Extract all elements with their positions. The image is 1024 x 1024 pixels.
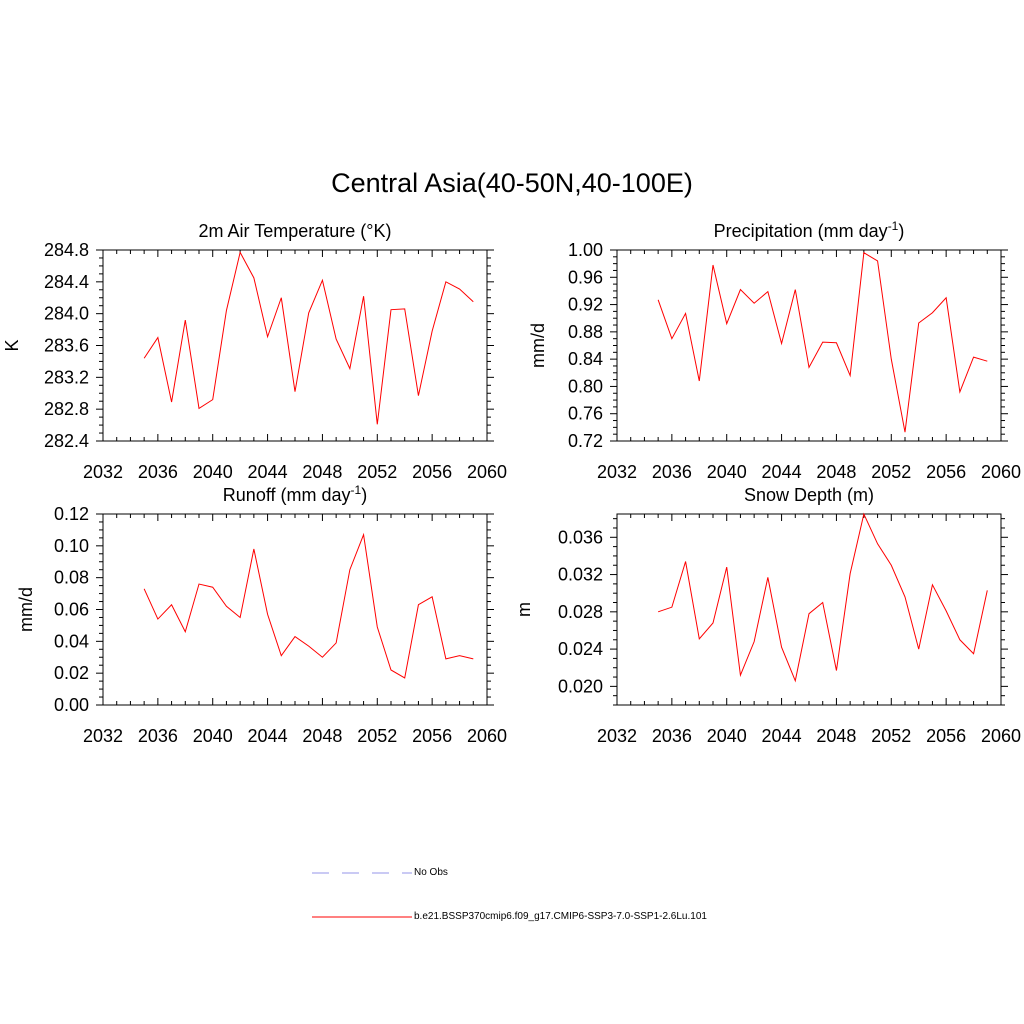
panel1-y-tick-label: 282.8 bbox=[44, 399, 89, 419]
panel3-subplot-title: Runoff (mm day-1) bbox=[223, 483, 367, 505]
panel4-y-tick-label: 0.036 bbox=[558, 527, 603, 547]
panel3-x-tick-label: 2032 bbox=[83, 726, 123, 746]
panel4-x-tick-label: 2040 bbox=[707, 726, 747, 746]
panel1-subplot-title: 2m Air Temperature (°K) bbox=[199, 221, 392, 241]
panel2-series-line-1 bbox=[657, 251, 988, 433]
panel2-y-tick-label: 0.92 bbox=[568, 295, 603, 315]
panel2-y-tick-label: 0.80 bbox=[568, 376, 603, 396]
panel2-y-tick-label: 0.72 bbox=[568, 431, 603, 451]
panel4-plot-frame bbox=[616, 513, 1002, 706]
panel2-x-tick-label: 2056 bbox=[926, 462, 966, 482]
panel3-y-tick-label: 0.12 bbox=[54, 504, 89, 524]
panel4-x-tick-label: 2060 bbox=[981, 726, 1021, 746]
panel4-y-axis-label: m bbox=[514, 602, 534, 617]
panel2-subplot-title: Precipitation (mm day-1) bbox=[714, 219, 905, 241]
panel3-x-tick-label: 2056 bbox=[412, 726, 452, 746]
panel4-x-tick-label: 2052 bbox=[871, 726, 911, 746]
panel4-x-tick-label: 2048 bbox=[816, 726, 856, 746]
panel2-x-tick-label: 2060 bbox=[981, 462, 1021, 482]
panel1-y-axis-label: K bbox=[2, 339, 22, 351]
panel2-x-tick-label: 2040 bbox=[707, 462, 747, 482]
panel2-plot-frame bbox=[616, 249, 1002, 442]
panel4-y-tick-label: 0.028 bbox=[558, 602, 603, 622]
panel4-y-tick-label: 0.020 bbox=[558, 676, 603, 696]
panel4-series-line-1 bbox=[657, 512, 988, 683]
panel1-x-tick-label: 2048 bbox=[302, 462, 342, 482]
panel2-y-axis-label: mm/d bbox=[528, 323, 548, 368]
panel2-x-tick-label: 2052 bbox=[871, 462, 911, 482]
panel2-y-tick-label: 0.76 bbox=[568, 404, 603, 424]
legend-label-model-run: b.e21.BSSP370cmip6.f09_g17.CMIP6-SSP3-7.… bbox=[414, 911, 707, 922]
panel3-x-tick-label: 2048 bbox=[302, 726, 342, 746]
panel1-x-tick-label: 2032 bbox=[83, 462, 123, 482]
panel2-y-tick-label: 0.88 bbox=[568, 322, 603, 342]
panel4-x-tick-label: 2036 bbox=[652, 726, 692, 746]
panel3-plot-frame bbox=[102, 513, 488, 706]
panel1-y-tick-label: 283.6 bbox=[44, 336, 89, 356]
panel3-y-tick-label: 0.02 bbox=[54, 663, 89, 683]
panel2-y-tick-label: 0.96 bbox=[568, 267, 603, 287]
panel1-series-line-1 bbox=[143, 250, 474, 425]
panel3-y-tick-label: 0.04 bbox=[54, 631, 89, 651]
panel4-y-tick-label: 0.032 bbox=[558, 565, 603, 585]
panel2-x-tick-label: 2044 bbox=[762, 462, 802, 482]
panel3-series-line-1 bbox=[143, 532, 474, 679]
panel3-x-tick-label: 2060 bbox=[467, 726, 507, 746]
panel1-y-tick-label: 283.2 bbox=[44, 367, 89, 387]
panel4-x-tick-label: 2032 bbox=[597, 726, 637, 746]
panel1-x-tick-label: 2040 bbox=[193, 462, 233, 482]
panel2-y-tick-label: 1.00 bbox=[568, 240, 603, 260]
panel3-y-tick-label: 0.06 bbox=[54, 600, 89, 620]
panel3-y-axis-label: mm/d bbox=[16, 587, 36, 632]
panel1-x-tick-label: 2060 bbox=[467, 462, 507, 482]
panel2-x-tick-label: 2036 bbox=[652, 462, 692, 482]
panel1-y-tick-label: 284.8 bbox=[44, 240, 89, 260]
panel2-x-tick-label: 2048 bbox=[816, 462, 856, 482]
panel3-y-tick-label: 0.00 bbox=[54, 695, 89, 715]
panel3-x-tick-label: 2052 bbox=[357, 726, 397, 746]
panel1-x-tick-label: 2052 bbox=[357, 462, 397, 482]
panel1-x-tick-label: 2056 bbox=[412, 462, 452, 482]
panel3-x-tick-label: 2040 bbox=[193, 726, 233, 746]
panel4-y-tick-label: 0.024 bbox=[558, 639, 603, 659]
panel3-x-tick-label: 2036 bbox=[138, 726, 178, 746]
panel3-y-tick-label: 0.10 bbox=[54, 536, 89, 556]
panel4-subplot-title: Snow Depth (m) bbox=[744, 485, 874, 505]
panel4-x-tick-label: 2056 bbox=[926, 726, 966, 746]
panel1-x-tick-label: 2044 bbox=[248, 462, 288, 482]
panel3-y-tick-label: 0.08 bbox=[54, 568, 89, 588]
panel4-x-tick-label: 2044 bbox=[762, 726, 802, 746]
panel2-y-tick-label: 0.84 bbox=[568, 349, 603, 369]
panel1-y-tick-label: 282.4 bbox=[44, 431, 89, 451]
figure-title: Central Asia(40-50N,40-100E) bbox=[331, 168, 693, 198]
legend-label-no-obs: No Obs bbox=[414, 867, 448, 878]
panel3-x-tick-label: 2044 bbox=[248, 726, 288, 746]
panel1-x-tick-label: 2036 bbox=[138, 462, 178, 482]
panel1-y-tick-label: 284.0 bbox=[44, 304, 89, 324]
panel1-y-tick-label: 284.4 bbox=[44, 272, 89, 292]
panel2-x-tick-label: 2032 bbox=[597, 462, 637, 482]
